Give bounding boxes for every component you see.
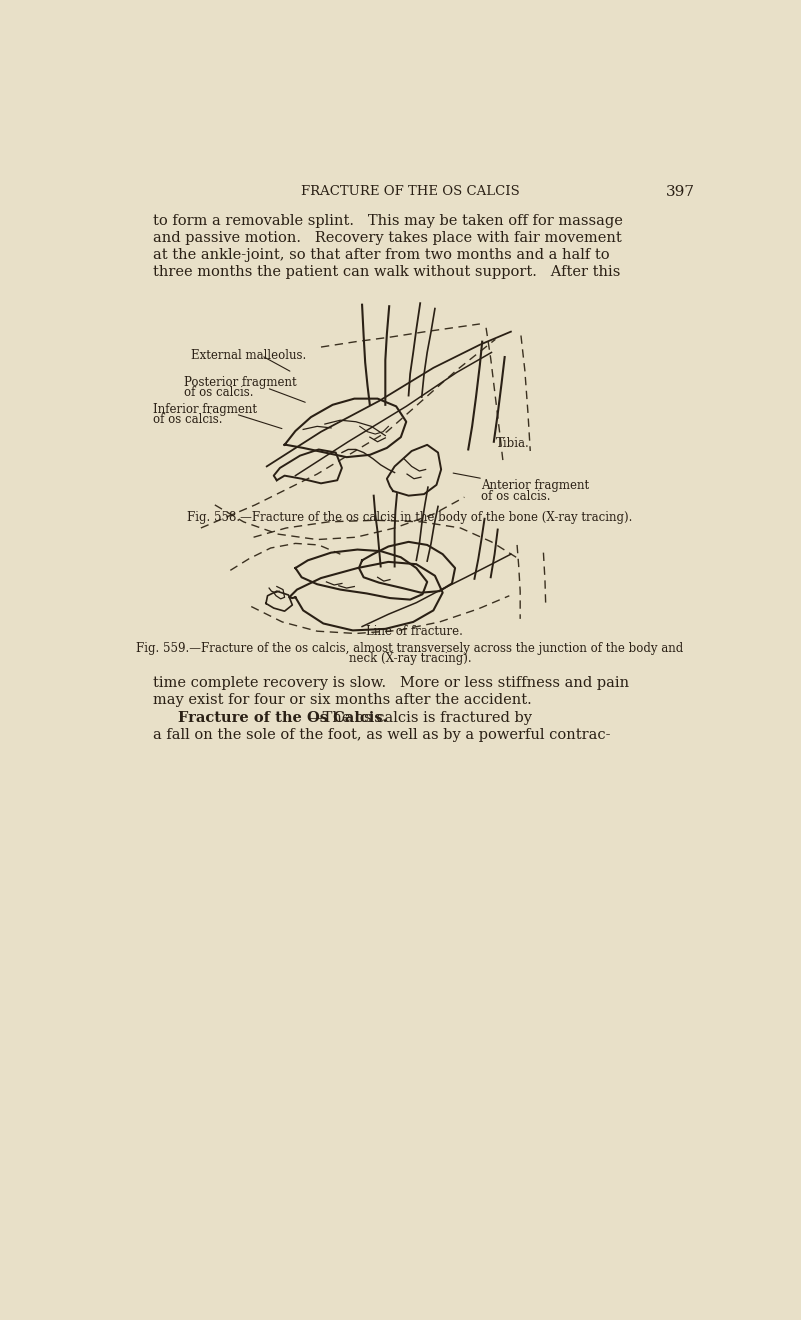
Text: Anterior fragment: Anterior fragment [481, 479, 590, 492]
Text: at the ankle-joint, so that after from two months and a half to: at the ankle-joint, so that after from t… [153, 248, 610, 261]
Text: to form a removable splint.   This may be taken off for massage: to form a removable splint. This may be … [153, 214, 622, 228]
Text: three months the patient can walk without support.   After this: three months the patient can walk withou… [153, 264, 620, 279]
Text: 397: 397 [666, 185, 695, 199]
Text: Tibia.: Tibia. [495, 437, 529, 450]
Text: neck (X-ray tracing).: neck (X-ray tracing). [348, 652, 472, 665]
Text: Posterior fragment: Posterior fragment [183, 376, 296, 388]
Text: —The os calcis is fractured by: —The os calcis is fractured by [308, 711, 532, 725]
Text: Fig. 558.—Fracture of the os calcis in the body of the bone (X-ray tracing).: Fig. 558.—Fracture of the os calcis in t… [187, 511, 633, 524]
Text: FRACTURE OF THE OS CALCIS: FRACTURE OF THE OS CALCIS [300, 185, 520, 198]
Text: a fall on the sole of the foot, as well as by a powerful contrac-: a fall on the sole of the foot, as well … [153, 729, 610, 742]
Text: of os calcis.: of os calcis. [183, 385, 253, 399]
Text: Line of fracture.: Line of fracture. [365, 626, 462, 638]
Text: Fracture of the Os Calcis.: Fracture of the Os Calcis. [178, 711, 387, 725]
Text: of os calcis.: of os calcis. [481, 490, 551, 503]
Text: may exist for four or six months after the accident.: may exist for four or six months after t… [153, 693, 532, 706]
Text: and passive motion.   Recovery takes place with fair movement: and passive motion. Recovery takes place… [153, 231, 622, 244]
Text: External malleolus.: External malleolus. [191, 350, 306, 363]
Text: of os calcis.: of os calcis. [153, 413, 223, 426]
Text: Fig. 559.—Fracture of the os calcis, almost transversely across the junction of : Fig. 559.—Fracture of the os calcis, alm… [136, 642, 684, 655]
Text: Inferior fragment: Inferior fragment [153, 404, 257, 416]
Text: time complete recovery is slow.   More or less stiffness and pain: time complete recovery is slow. More or … [153, 676, 629, 690]
